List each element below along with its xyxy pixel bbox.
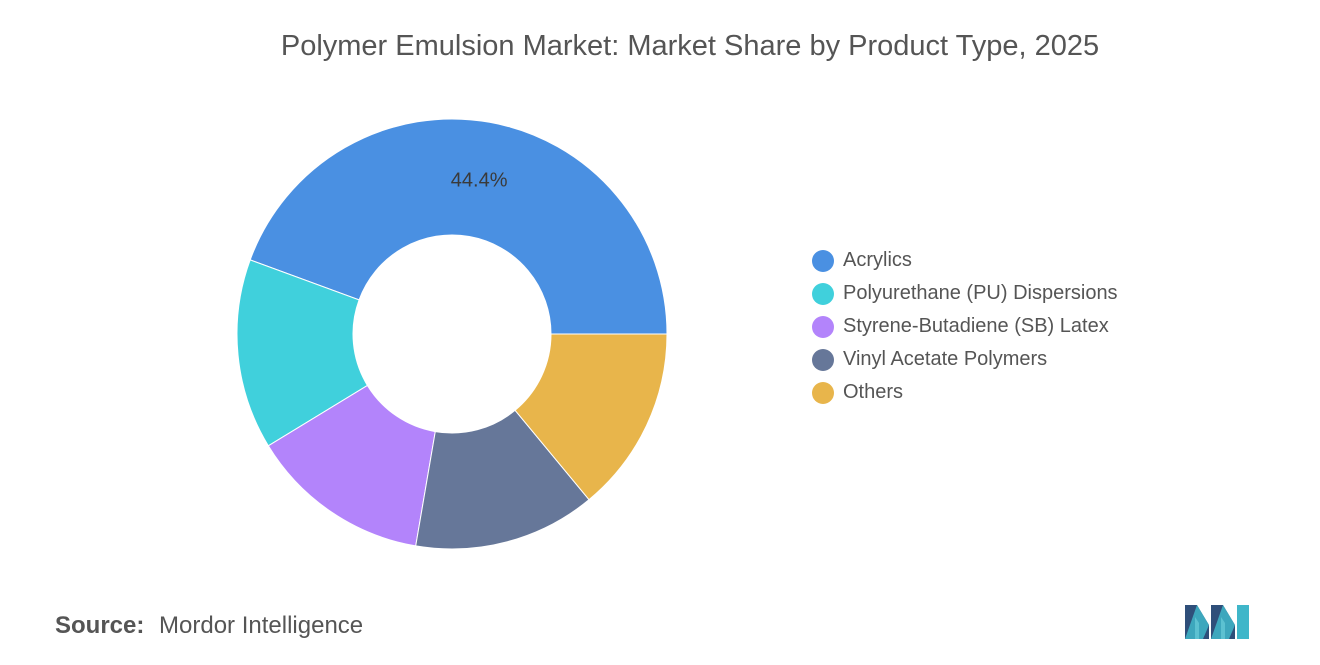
legend-swatch bbox=[812, 249, 834, 272]
slice-vinyl-acetate-polymers bbox=[415, 409, 590, 550]
legend-item-vinyl-acetate-polymers: Vinyl Acetate Polymers bbox=[812, 343, 1118, 376]
legend-swatch bbox=[812, 282, 834, 305]
source-label: Source: bbox=[55, 612, 145, 639]
legend-label: Acrylics bbox=[843, 249, 912, 271]
source-value: Mordor Intelligence bbox=[159, 612, 364, 639]
legend-swatch bbox=[812, 381, 834, 404]
legend-item-others: Others bbox=[812, 376, 1118, 409]
chart-legend: Acrylics Polyurethane (PU) Dispersions Sty… bbox=[812, 244, 1118, 409]
donut-slices bbox=[236, 118, 668, 550]
data-labels: 44.4% bbox=[451, 170, 508, 192]
legend-label: Polyurethane (PU) Dispersions bbox=[843, 282, 1118, 304]
legend-item-styrene-butadiene-sb-latex: Styrene-Butadiene (SB) Latex bbox=[812, 310, 1118, 343]
chart-title: Polymer Emulsion Market: Market Share by… bbox=[280, 30, 1100, 62]
legend-item-polyurethane-pu-dispersions: Polyurethane (PU) Dispersions bbox=[812, 277, 1118, 310]
legend-label: Vinyl Acetate Polymers bbox=[843, 348, 1048, 370]
legend-swatch bbox=[812, 348, 834, 371]
slice-others bbox=[514, 333, 668, 501]
data-label-acrylics: 44.4% bbox=[451, 170, 508, 192]
legend-item-acrylics: Acrylics bbox=[812, 244, 1118, 277]
legend-swatch bbox=[812, 315, 834, 338]
legend-label: Others bbox=[843, 381, 904, 403]
slice-acrylics bbox=[249, 118, 668, 335]
source-note: Source: Mordor Intelligence bbox=[55, 612, 363, 640]
mordor-intelligence-logo-icon bbox=[1185, 605, 1249, 639]
slice-styrene-butadiene-sb-latex bbox=[267, 384, 436, 547]
slice-polyurethane-pu-dispersions bbox=[236, 259, 369, 447]
legend-label: Styrene-Butadiene (SB) Latex bbox=[843, 315, 1109, 337]
